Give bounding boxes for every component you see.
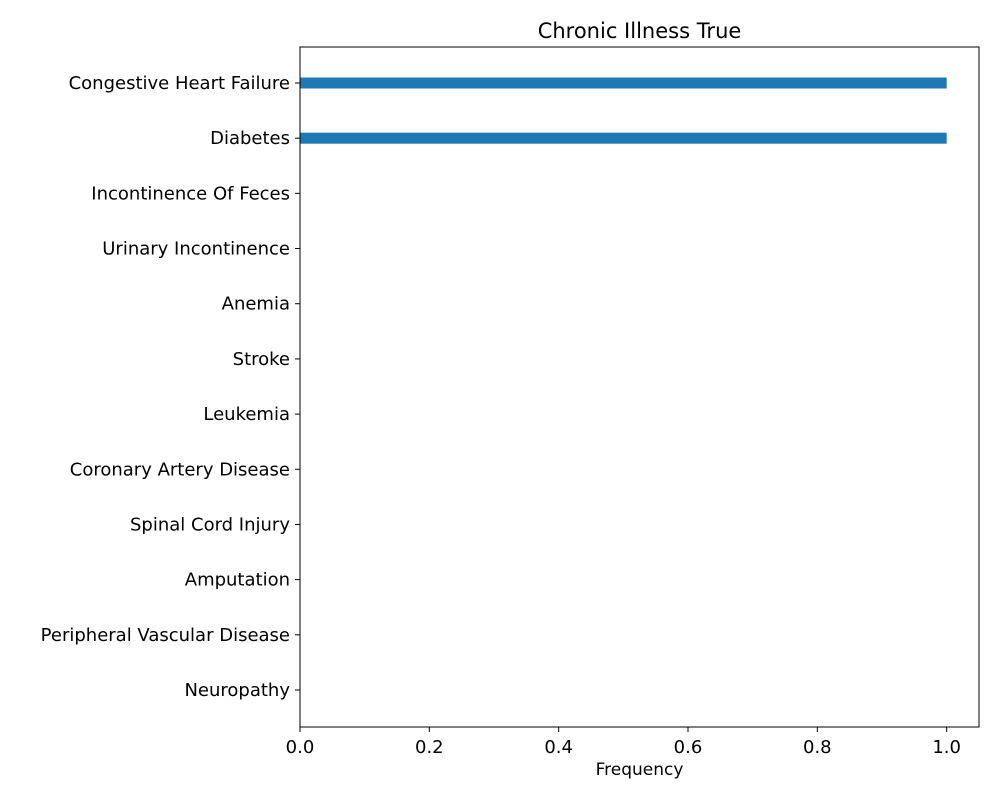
x-tick-label: 1.0 — [932, 737, 961, 758]
x-tick-label: 0.0 — [286, 737, 315, 758]
y-tick-label: Neuropathy — [184, 680, 290, 701]
y-tick-label: Incontinence Of Feces — [91, 183, 290, 204]
y-tick-label: Leukemia — [203, 404, 290, 425]
x-tick-label: 0.2 — [415, 737, 444, 758]
y-tick-label: Diabetes — [210, 128, 290, 149]
y-tick-label: Coronary Artery Disease — [70, 459, 290, 480]
y-axis: Congestive Heart Failure Diabetes Incontin… — [41, 73, 300, 701]
y-tick-label: Stroke — [233, 349, 290, 370]
bar — [300, 132, 947, 144]
x-tick-label: 0.8 — [803, 737, 832, 758]
y-tick-label: Amputation — [185, 570, 290, 591]
y-tick-label: Spinal Cord Injury — [130, 514, 290, 535]
chart-title: Chronic Illness True — [538, 19, 742, 43]
y-tick-label: Anemia — [222, 294, 290, 315]
x-tick-label: 0.4 — [544, 737, 573, 758]
plot-frame — [299, 46, 980, 728]
x-axis-label: Frequency — [596, 760, 684, 780]
y-tick-label: Urinary Incontinence — [102, 239, 290, 260]
y-tick-label: Peripheral Vascular Disease — [41, 625, 290, 646]
bar — [300, 77, 947, 89]
x-axis: 0.0 0.2 0.4 0.6 0.8 1.0 — [286, 727, 961, 758]
x-tick-label: 0.6 — [674, 737, 703, 758]
bars-layer — [300, 77, 947, 144]
y-tick-label: Congestive Heart Failure — [69, 73, 290, 94]
